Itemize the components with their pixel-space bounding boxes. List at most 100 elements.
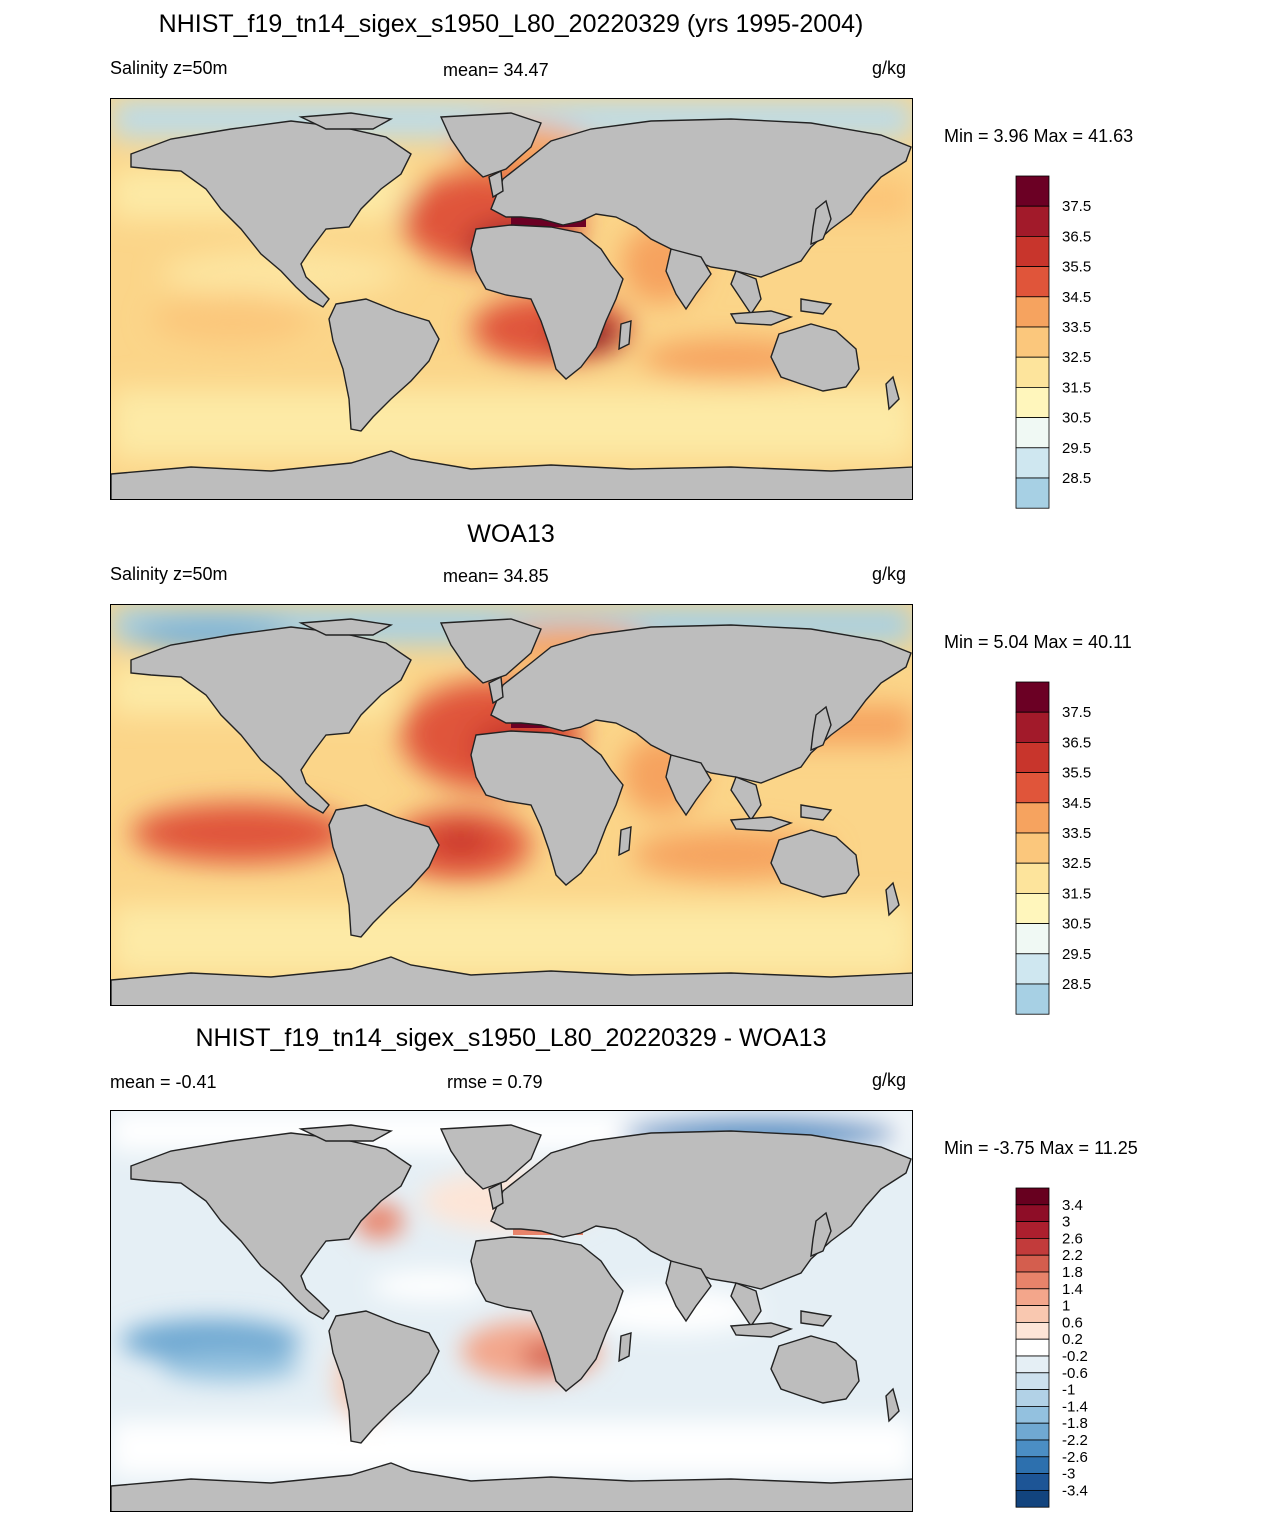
colorbar-box [1015, 772, 1050, 804]
colorbar-tick-label: -0.6 [1062, 1365, 1088, 1382]
colorbar-tick-label: 36.5 [1062, 734, 1091, 751]
colorbar-box [1015, 1254, 1050, 1273]
colorbar-tick-label: 3 [1062, 1214, 1070, 1231]
colorbar-box [1015, 832, 1050, 864]
panel2-minmax-label: Min = 5.04 Max = 40.11 [944, 632, 1132, 652]
colorbar-tick-label: 1.8 [1062, 1264, 1083, 1281]
colorbar-box [1015, 862, 1050, 894]
panel3-mean-label: mean = -0.41 [110, 1072, 217, 1092]
panel3-difference-map [110, 1110, 913, 1512]
panel1-colorbar: 37.5 36.5 35.5 34.5 33.5 32.5 31.5 30.5 29.5 28.5 [1015, 175, 1116, 509]
colorbar-tick-label: 1.4 [1062, 1281, 1083, 1298]
panel3-units-label: g/kg [872, 1070, 907, 1090]
colorbar-box [1015, 447, 1050, 479]
panel1-mean-label: mean= 34.47 [443, 60, 549, 80]
colorbar-tick-label: -3 [1062, 1466, 1075, 1483]
panel2-units-label: g/kg [872, 564, 907, 584]
colorbar-box [1015, 1187, 1050, 1206]
colorbar-tick-label: 33.5 [1062, 319, 1091, 336]
colorbar-box [1015, 266, 1050, 298]
colorbar-tick-label: 31.5 [1062, 379, 1091, 396]
colorbar-box [1015, 1389, 1050, 1407]
panel2-mean-label: mean= 34.85 [443, 566, 549, 586]
colorbar-box [1015, 1271, 1050, 1290]
colorbar-tick-label: 29.5 [1062, 440, 1091, 457]
colorbar-tick-label: 35.5 [1062, 259, 1091, 276]
colorbar-box [1015, 1372, 1050, 1391]
colorbar-box [1015, 802, 1050, 834]
panel1-title: NHIST_f19_tn14_sigex_s1950_L80_20220329 … [158, 10, 864, 38]
colorbar-box [1015, 742, 1050, 774]
colorbar-tick-label: 30.5 [1062, 410, 1091, 427]
panel1-minmax-label: Min = 3.96 Max = 41.63 [944, 126, 1134, 146]
colorbar-box [1015, 1321, 1050, 1340]
colorbar-tick-label: -2.6 [1062, 1449, 1088, 1466]
colorbar-box [1015, 1473, 1050, 1491]
colorbar-tick-label: 28.5 [1062, 976, 1091, 993]
colorbar-box [1015, 477, 1050, 509]
panel1-variable-label: Salinity z=50m [110, 58, 228, 78]
colorbar-tick-label: -1.8 [1062, 1415, 1088, 1432]
panel2-colorbar: 37.5 36.5 35.5 34.5 33.5 32.5 31.5 30.5 29.5 28.5 [1015, 681, 1116, 1015]
colorbar-box [1015, 711, 1050, 743]
panel2-woa13-salinity-map [110, 604, 913, 1006]
colorbar-tick-label: 2.2 [1062, 1247, 1083, 1264]
colorbar-box [1015, 953, 1050, 985]
colorbar-tick-label: 37.5 [1062, 704, 1091, 721]
colorbar-box [1015, 1405, 1050, 1424]
colorbar-tick-label: 34.5 [1062, 289, 1091, 306]
colorbar-tick-label: 35.5 [1062, 765, 1091, 782]
panel2-variable-label: Salinity z=50m [110, 564, 228, 584]
colorbar-tick-label: 31.5 [1062, 885, 1091, 902]
colorbar-tick-label: 2.6 [1062, 1230, 1083, 1247]
colorbar-tick-label: 30.5 [1062, 916, 1091, 933]
colorbar-box [1015, 681, 1050, 713]
colorbar-box [1015, 892, 1050, 924]
colorbar-box [1015, 1204, 1050, 1222]
colorbar-tick-label: 32.5 [1062, 349, 1091, 366]
colorbar-tick-label: 34.5 [1062, 795, 1091, 812]
colorbar-tick-label: 1 [1062, 1298, 1070, 1315]
colorbar-box [1015, 326, 1050, 358]
colorbar-box [1015, 205, 1050, 237]
colorbar-box [1015, 1422, 1050, 1441]
colorbar-box [1015, 1355, 1050, 1374]
panel2-title: WOA13 [467, 520, 555, 548]
colorbar-box [1015, 417, 1050, 449]
panel3-colorbar: 3.4 3 2.6 2.2 1.8 1.4 1 0.6 0.2 -0.2 -0.6 -1 -1.4 -1.… [1015, 1187, 1116, 1518]
colorbar-tick-label: 36.5 [1062, 228, 1091, 245]
colorbar-box [1015, 1221, 1050, 1239]
colorbar-tick-label: 32.5 [1062, 855, 1091, 872]
colorbar-tick-label: -2.2 [1062, 1432, 1088, 1449]
colorbar-box [1015, 1489, 1050, 1508]
colorbar-tick-label: 29.5 [1062, 946, 1091, 963]
colorbar-box [1015, 1305, 1050, 1323]
colorbar-box [1015, 1338, 1050, 1357]
colorbar-box [1015, 386, 1050, 418]
colorbar-tick-label: 0.2 [1062, 1331, 1083, 1348]
colorbar-tick-label: 37.5 [1062, 198, 1091, 215]
colorbar-box [1015, 1456, 1050, 1474]
panel3-title: NHIST_f19_tn14_sigex_s1950_L80_20220329 … [195, 1024, 827, 1052]
colorbar-box [1015, 356, 1050, 388]
colorbar-tick-label: -1.4 [1062, 1398, 1088, 1415]
colorbar-box [1015, 236, 1050, 268]
colorbar-tick-label: -0.2 [1062, 1348, 1088, 1365]
panel3-rmse-label: rmse = 0.79 [447, 1072, 543, 1092]
colorbar-box [1015, 296, 1050, 328]
colorbar-tick-label: 28.5 [1062, 470, 1091, 487]
colorbar-box [1015, 1238, 1050, 1256]
colorbar-box [1015, 1439, 1050, 1458]
colorbar-tick-label: -1 [1062, 1382, 1075, 1399]
colorbar-tick-label: 33.5 [1062, 825, 1091, 842]
panel1-model-salinity-map [110, 98, 913, 500]
panel3-minmax-label: Min = -3.75 Max = 11.25 [944, 1138, 1138, 1158]
colorbar-box [1015, 983, 1050, 1015]
colorbar-tick-label: 3.4 [1062, 1197, 1083, 1214]
colorbar-box [1015, 175, 1050, 207]
colorbar-box [1015, 923, 1050, 955]
colorbar-tick-label: -3.4 [1062, 1482, 1088, 1499]
colorbar-box [1015, 1288, 1050, 1307]
colorbar-tick-label: 0.6 [1062, 1314, 1083, 1331]
panel1-units-label: g/kg [872, 58, 907, 78]
